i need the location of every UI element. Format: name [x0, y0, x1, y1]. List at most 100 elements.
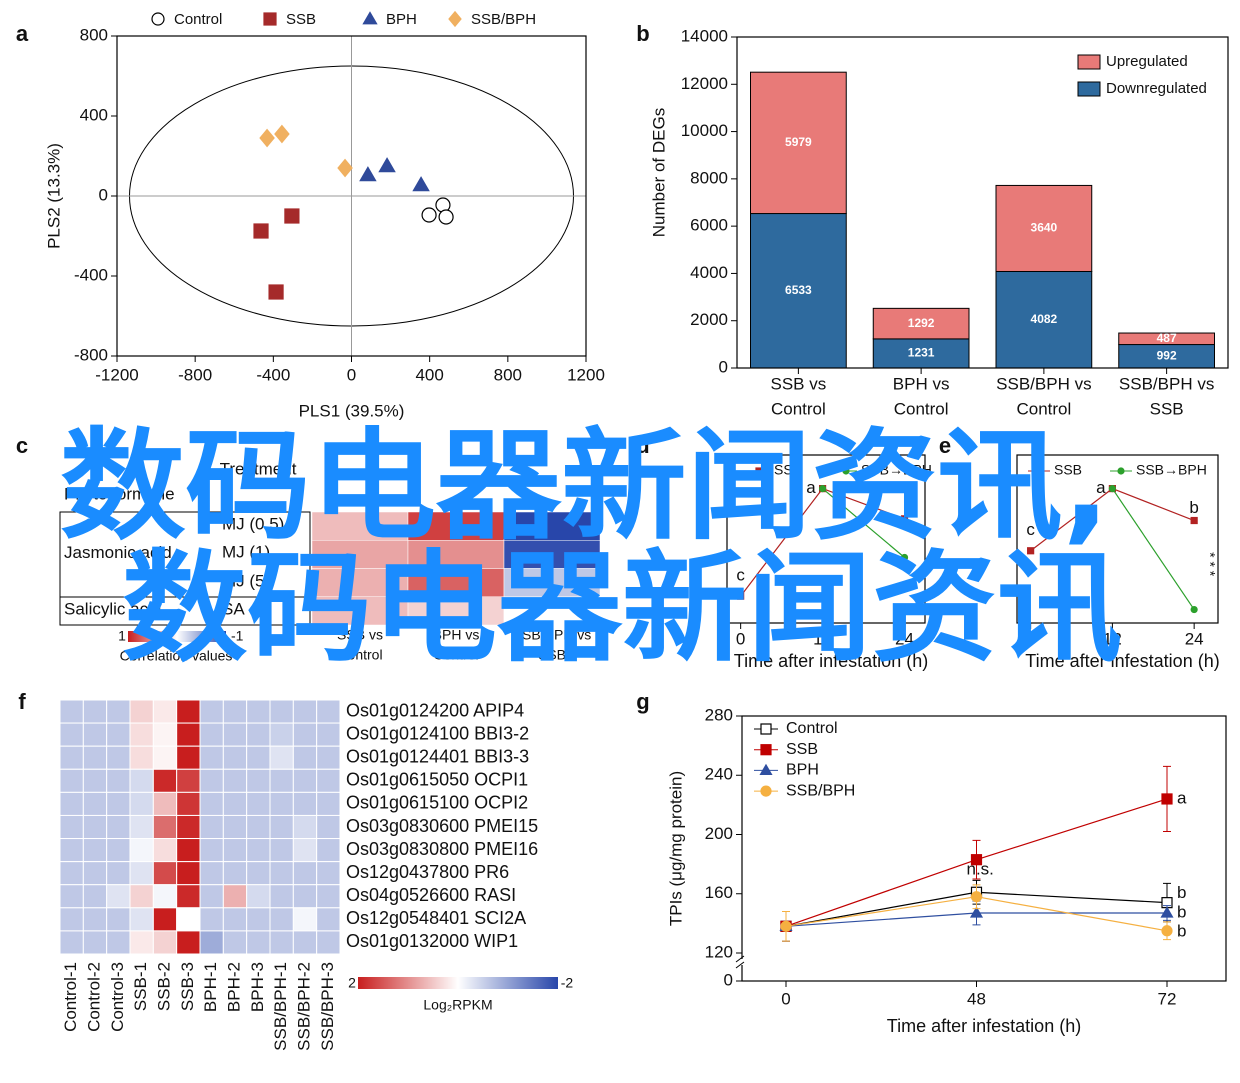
heat-cell	[59, 838, 84, 863]
heat-cell	[316, 699, 341, 724]
x-tick-label: SSB/BPH vs	[1119, 374, 1214, 393]
heat-cell	[292, 861, 318, 886]
row-label: Os01g0615100 OCPI2	[346, 793, 528, 813]
heat-cell	[59, 930, 84, 955]
heat-cell	[407, 540, 505, 569]
heat-cell	[152, 884, 178, 909]
heat-cell	[176, 884, 201, 909]
x-tick-label: BPH vs	[893, 374, 950, 393]
marker	[421, 207, 437, 223]
legend-marker	[1035, 467, 1043, 475]
y-tick-label: 6000	[690, 216, 728, 235]
heat-cell	[222, 791, 248, 816]
column-label: SSB/BPH-2	[294, 962, 313, 1051]
heat-cell	[176, 791, 201, 816]
heat-cell	[129, 814, 154, 840]
column-label: Control-3	[108, 962, 127, 1032]
heat-cell	[106, 838, 131, 863]
marker	[1108, 485, 1116, 493]
heat-cell	[292, 814, 318, 840]
legend-label: Downregulated	[1106, 80, 1207, 97]
annotation: b	[1177, 922, 1186, 941]
row-label: Os01g0124100 BBI3-2	[346, 723, 529, 743]
x-tick-label: 400	[415, 365, 443, 384]
x-tick-label: -1200	[95, 365, 138, 384]
legend-label: SSB/BPH	[471, 11, 536, 28]
heat-cell	[269, 745, 294, 770]
plot-frame	[736, 36, 1229, 369]
heat-cell	[59, 884, 84, 909]
heat-cell	[407, 568, 505, 597]
legend-label: SSB	[786, 741, 818, 758]
bar-segment	[750, 213, 847, 369]
x-tick-label: SSB/BPH vs	[996, 374, 1091, 393]
x-tick-label: SSB	[1150, 399, 1184, 418]
value-label: 6533	[785, 283, 812, 297]
heat-cell	[222, 768, 248, 793]
heat-cell	[82, 884, 108, 909]
legend-marker	[760, 723, 772, 735]
legend-label: BPH	[786, 762, 819, 779]
heat-cell	[82, 838, 108, 863]
marker	[1161, 793, 1173, 805]
x-tick-label: 800	[494, 365, 522, 384]
y-tick-label: 400	[80, 105, 108, 124]
heat-cell	[82, 745, 108, 770]
legend-label: SSB	[774, 462, 802, 478]
annotation: a	[1096, 478, 1106, 497]
heat-cell	[316, 814, 341, 840]
x-tick-label: Control	[771, 399, 826, 418]
heat-cell	[129, 907, 154, 932]
annotation: c	[1026, 520, 1035, 539]
heat-cell	[176, 699, 201, 724]
marker	[412, 176, 430, 192]
group-label: Jasmonic acid	[64, 543, 172, 562]
x-axis-label: Time after infestation (h)	[1025, 651, 1219, 671]
value-label: 1292	[908, 316, 935, 330]
heat-cell	[316, 907, 341, 932]
heat-cell	[246, 768, 271, 793]
heat-cell	[176, 907, 201, 932]
heat-cell	[106, 768, 131, 793]
heat-cell	[82, 791, 108, 816]
annotation: c	[736, 565, 745, 584]
heat-cell	[152, 861, 178, 886]
y-tick-label: 2000	[690, 310, 728, 329]
heat-cell	[407, 511, 505, 541]
heat-cell	[407, 596, 505, 626]
legend-swatch	[1077, 81, 1101, 97]
bar-segment	[995, 184, 1093, 272]
heat-cell	[222, 838, 248, 863]
heat-cell	[82, 768, 108, 793]
x-tick-label: 0	[1026, 629, 1035, 648]
legend-marker	[263, 12, 277, 26]
heat-cell	[82, 861, 108, 886]
annotation: b	[1189, 498, 1198, 517]
heat-cell	[222, 745, 248, 770]
heat-cell	[292, 699, 318, 724]
heat-cell	[316, 884, 341, 909]
x-tick-label: -800	[178, 365, 212, 384]
y-tick-label: 160	[705, 883, 733, 902]
axis-break-gap	[735, 959, 749, 965]
x-tick-label: SSB vs	[771, 374, 827, 393]
heat-cell	[311, 540, 409, 569]
heat-cell	[269, 722, 294, 747]
heat-cell	[82, 722, 108, 747]
heat-cell	[106, 699, 131, 724]
heat-cell	[152, 768, 178, 793]
y-tick-label: 10000	[681, 121, 728, 140]
value-label: 3640	[1031, 221, 1058, 235]
row-label: Os01g0124401 BBI3-3	[346, 746, 529, 766]
heat-cell	[316, 838, 341, 863]
y-axis-label: Number of DEGs	[649, 108, 668, 237]
heat-cell	[311, 511, 409, 541]
column-label: SSB-2	[154, 962, 173, 1011]
y-tick-label: 8000	[690, 168, 728, 187]
column-label: SSB/BPH-1	[271, 962, 290, 1051]
heat-cell	[269, 884, 294, 909]
colorbar-label: Log₂RPKM	[423, 997, 492, 1013]
heat-cell	[106, 722, 131, 747]
heat-cell	[292, 884, 318, 909]
